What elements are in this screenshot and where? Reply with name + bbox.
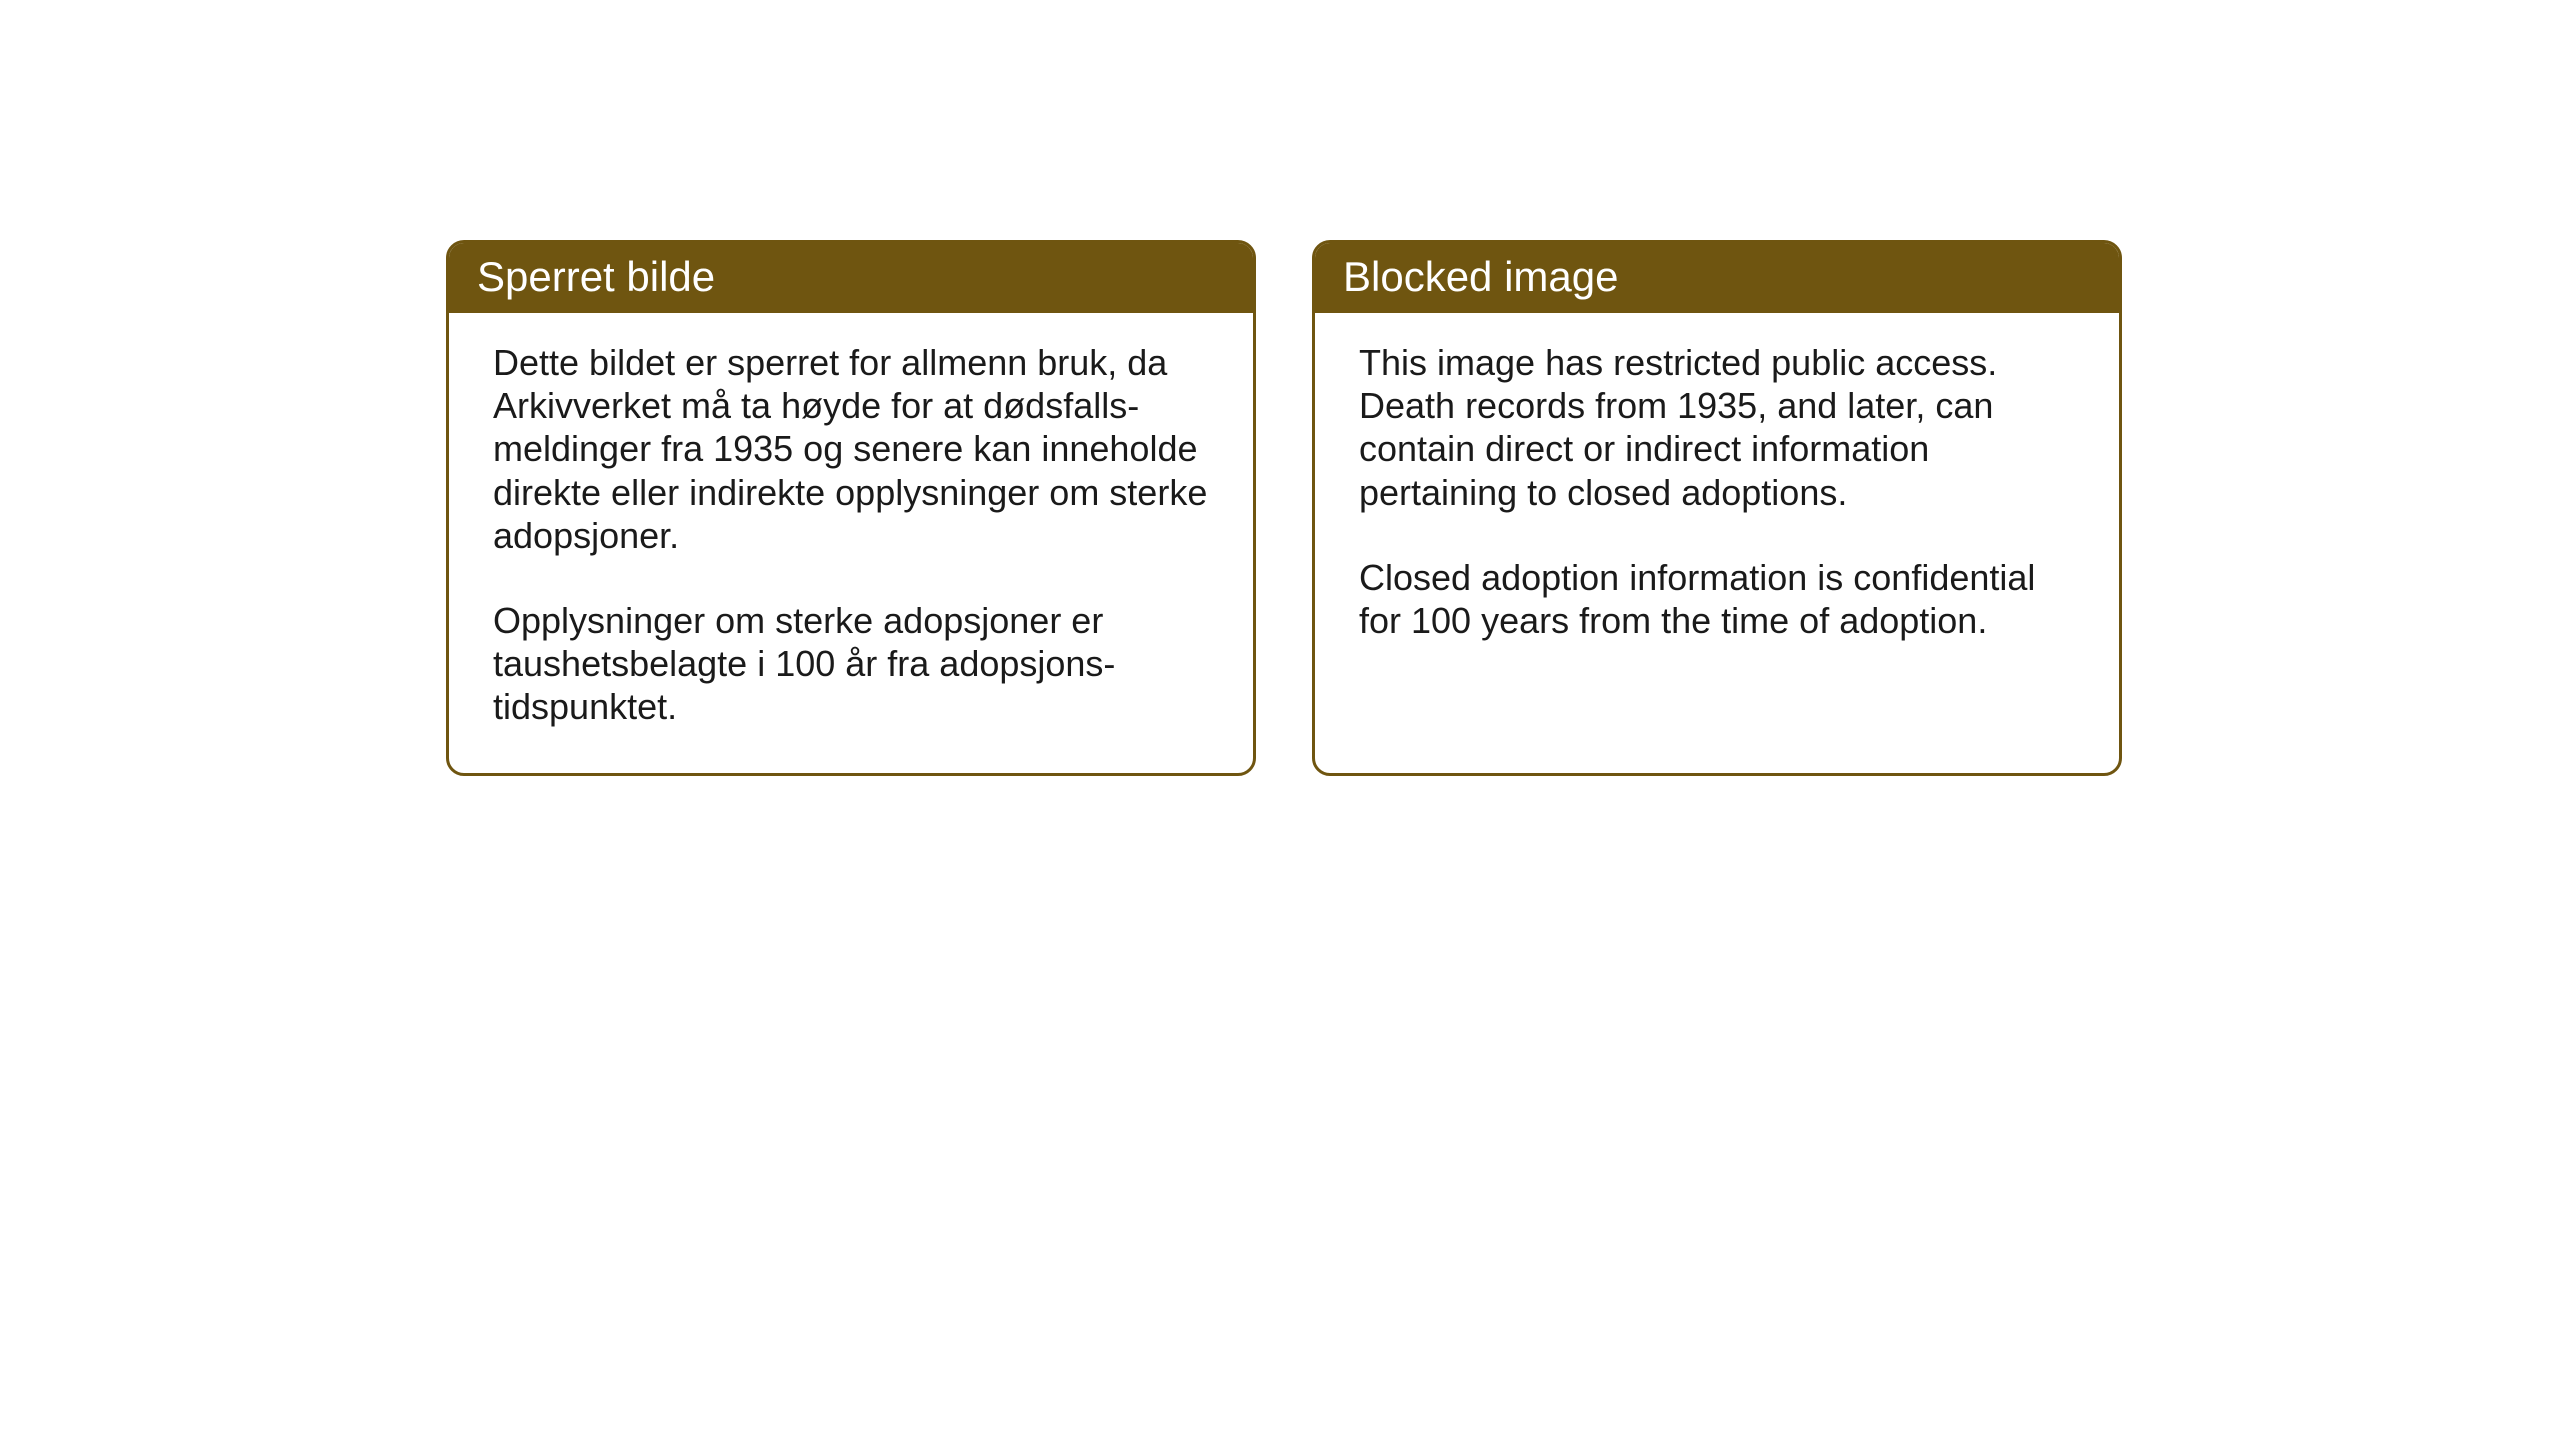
card-header: Blocked image (1315, 243, 2119, 313)
card-paragraph: Closed adoption information is confident… (1359, 556, 2075, 642)
card-title: Sperret bilde (477, 253, 715, 300)
card-header: Sperret bilde (449, 243, 1253, 313)
card-body: This image has restricted public access.… (1315, 313, 2119, 686)
notice-container: Sperret bilde Dette bildet er sperret fo… (446, 240, 2122, 776)
card-paragraph: Opplysninger om sterke adopsjoner er tau… (493, 599, 1209, 729)
notice-card-english: Blocked image This image has restricted … (1312, 240, 2122, 776)
card-paragraph: This image has restricted public access.… (1359, 341, 2075, 514)
card-body: Dette bildet er sperret for allmenn bruk… (449, 313, 1253, 773)
notice-card-norwegian: Sperret bilde Dette bildet er sperret fo… (446, 240, 1256, 776)
card-title: Blocked image (1343, 253, 1618, 300)
card-paragraph: Dette bildet er sperret for allmenn bruk… (493, 341, 1209, 557)
